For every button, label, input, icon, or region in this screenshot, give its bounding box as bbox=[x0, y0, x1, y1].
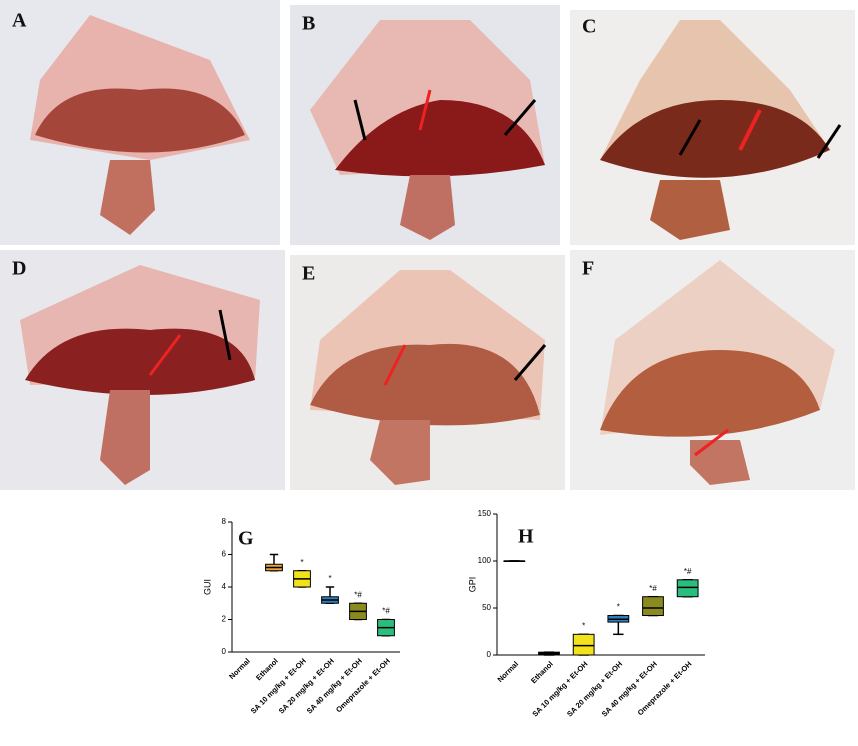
y-axis-label: GUI bbox=[202, 579, 212, 595]
y-tick-label: 50 bbox=[482, 603, 491, 612]
photo bbox=[0, 0, 280, 245]
y-axis-label: GPI bbox=[467, 577, 477, 593]
annotation: *# bbox=[382, 607, 390, 616]
x-tick-label: Ethanol bbox=[254, 656, 280, 682]
y-tick-label: 6 bbox=[222, 550, 227, 559]
x-tick-label: Ethanol bbox=[529, 659, 555, 685]
panel-label: B bbox=[302, 13, 315, 35]
x-tick-label: Normal bbox=[227, 656, 252, 681]
annotation: * bbox=[582, 621, 585, 630]
panel-label: H bbox=[518, 526, 534, 548]
panel-label: A bbox=[12, 10, 27, 32]
photo bbox=[570, 250, 855, 490]
panel-label: D bbox=[12, 258, 26, 280]
y-tick-label: 0 bbox=[222, 647, 227, 656]
photo bbox=[570, 10, 855, 245]
annotation: *# bbox=[649, 584, 657, 593]
photos bbox=[0, 0, 855, 490]
panel-label: E bbox=[302, 263, 315, 285]
y-tick-label: 2 bbox=[222, 615, 227, 624]
y-tick-label: 100 bbox=[478, 556, 492, 565]
photo bbox=[0, 250, 285, 490]
annotation: * bbox=[617, 603, 620, 612]
y-tick-label: 8 bbox=[222, 517, 227, 526]
annotation: *# bbox=[354, 590, 362, 599]
box bbox=[642, 596, 664, 617]
annotation: *# bbox=[684, 567, 692, 576]
panel-label: C bbox=[582, 16, 596, 38]
y-tick-label: 4 bbox=[222, 582, 227, 591]
photo bbox=[290, 255, 565, 490]
panel-label: G bbox=[238, 528, 254, 550]
annotation: * bbox=[328, 574, 331, 583]
box bbox=[676, 579, 699, 598]
y-tick-label: 0 bbox=[487, 650, 492, 659]
annotation: * bbox=[300, 558, 303, 567]
x-tick-label: Normal bbox=[496, 659, 521, 684]
photo bbox=[290, 5, 560, 245]
y-tick-label: 150 bbox=[478, 509, 492, 518]
panel-label: F bbox=[582, 258, 594, 280]
box bbox=[572, 633, 595, 656]
x-tick-label: Omeprazole + Et-OH bbox=[334, 656, 392, 714]
